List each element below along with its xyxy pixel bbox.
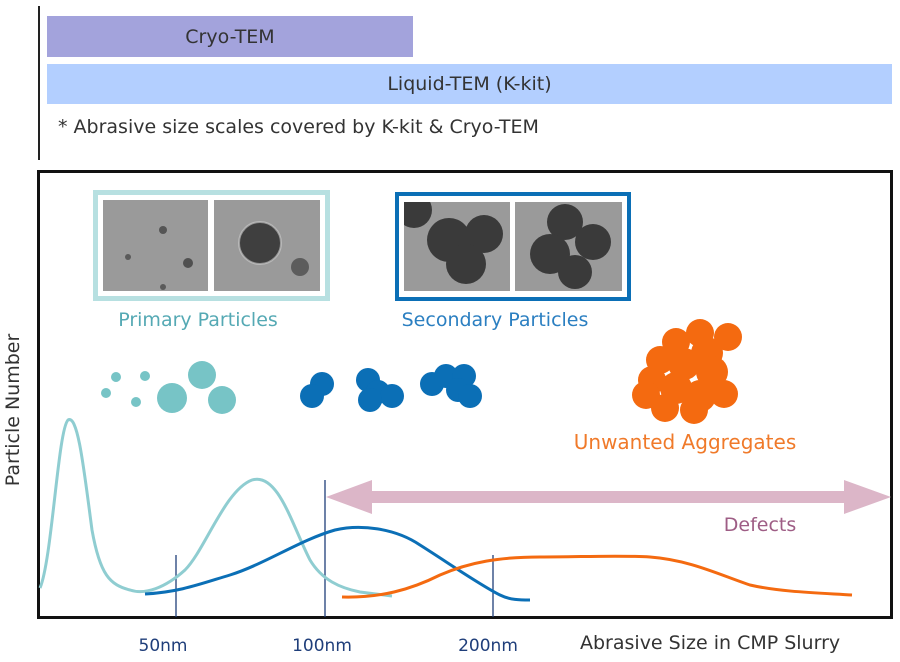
secondary-particle-icons	[300, 364, 482, 412]
secondary-distribution-curve	[144, 525, 531, 602]
primary-distribution-curve	[38, 418, 393, 598]
primary-dot	[140, 371, 150, 381]
secondary-cluster	[300, 372, 334, 408]
secondary-micrograph-left	[404, 202, 510, 291]
secondary-cluster	[420, 364, 482, 408]
primary-dot	[111, 372, 121, 382]
x-tick-100nm: 100nm	[292, 636, 352, 656]
secondary-micrograph-left-image	[404, 202, 510, 291]
primary-micrograph-right	[214, 200, 320, 291]
liquid-tem-label: Liquid-TEM (K-kit)	[387, 73, 552, 95]
primary-dot	[188, 361, 216, 389]
aggregate-icon	[632, 319, 742, 424]
x-tick-200nm: 200nm	[458, 636, 518, 656]
unwanted-aggregates-label: Unwanted Aggregates	[573, 430, 797, 454]
defects-label: Defects	[723, 514, 797, 536]
primary-dot	[157, 383, 187, 413]
x-axis-label: Abrasive Size in CMP Slurry	[580, 632, 841, 654]
aggregate-distribution-curve	[341, 554, 853, 599]
secondary-particles-label: Secondary Particles	[401, 309, 589, 331]
cryo-tem-bar: Cryo-TEM	[47, 16, 413, 57]
secondary-cluster	[356, 368, 404, 412]
primary-micrograph-right-image	[214, 200, 320, 291]
primary-dot	[131, 397, 141, 407]
primary-micrograph-frame	[93, 190, 330, 301]
cryo-tem-label: Cryo-TEM	[185, 25, 275, 48]
primary-dot	[101, 388, 111, 398]
liquid-tem-bar: Liquid-TEM (K-kit)	[47, 64, 892, 104]
diagram-frame	[37, 170, 893, 619]
primary-micrograph-left	[103, 200, 208, 291]
coverage-note: * Abrasive size scales covered by K-kit …	[58, 116, 539, 138]
primary-dot	[208, 386, 236, 414]
secondary-micrograph-right-image	[515, 202, 622, 291]
secondary-micrograph-right	[515, 202, 622, 291]
x-tick-50nm: 50nm	[138, 636, 188, 656]
primary-particles-label: Primary Particles	[118, 309, 278, 331]
top-divider-line	[38, 6, 40, 160]
primary-micrograph-left-image	[103, 200, 208, 291]
secondary-micrograph-frame	[395, 192, 631, 301]
defects-arrow	[326, 480, 891, 514]
primary-particle-icons	[101, 361, 236, 414]
